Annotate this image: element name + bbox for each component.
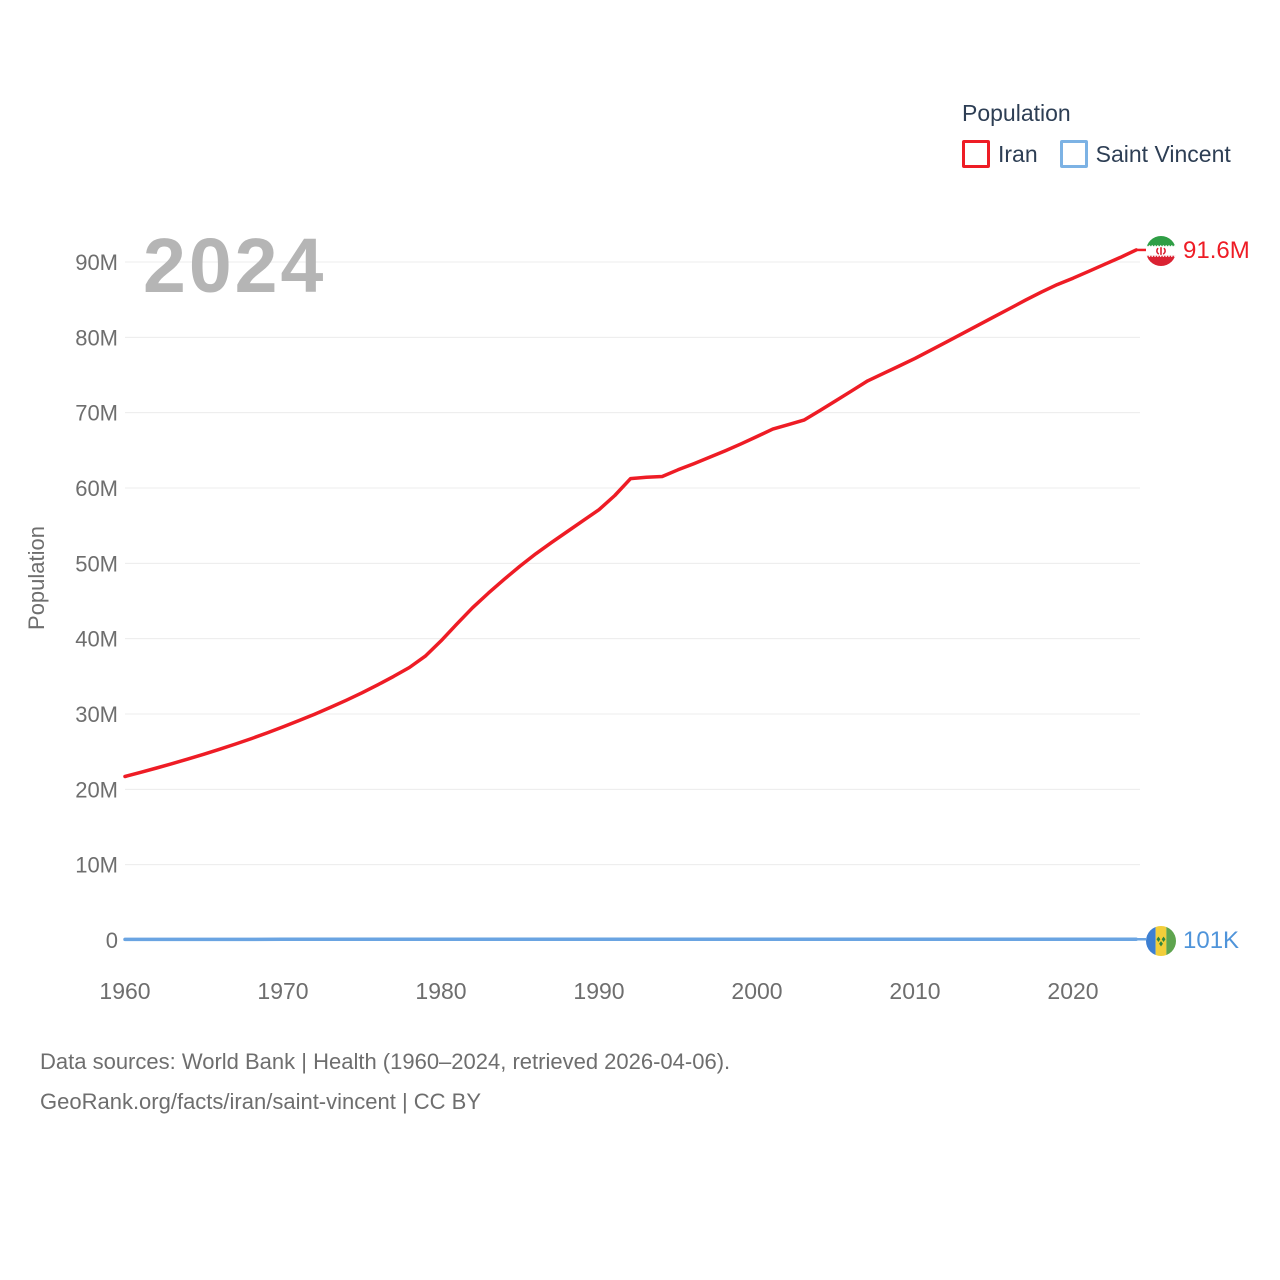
saint-vincent-series-swatch-icon	[1059, 140, 1088, 168]
y-tick-label: 10M	[75, 853, 118, 878]
legend-item-label: Saint Vincent	[1095, 140, 1231, 167]
y-axis-title: Population	[24, 526, 49, 630]
legend-title: Population	[962, 100, 1071, 126]
y-tick-label: 0	[106, 928, 118, 953]
x-tick-label: 2010	[889, 978, 940, 1004]
iran-series-swatch-icon	[962, 140, 990, 168]
legend-item-saint-vincent[interactable]: Saint Vincent	[1059, 140, 1231, 168]
x-tick-label: 2020	[1047, 978, 1098, 1004]
saint-vincent-flag-icon	[1146, 926, 1176, 956]
population-chart: Population 0 10M 20M 30M 40M 50M 60M 70M 80M 90M 1…	[24, 248, 1146, 1004]
iran-end-label: 91.6M	[1146, 236, 1250, 266]
legend-item-label: Iran	[998, 140, 1038, 167]
watermark-year: 2024	[143, 223, 327, 309]
iran-line	[123, 248, 1138, 779]
x-tick-label: 1990	[573, 978, 624, 1004]
y-tick-label: 80M	[75, 325, 118, 350]
legend: Population Iran Saint Vincent	[962, 100, 1231, 168]
y-tick-label: 90M	[75, 250, 118, 275]
saint-vincent-end-label: 101K	[1146, 926, 1239, 956]
legend-items: Iran Saint Vincent	[962, 140, 1231, 168]
y-tick-label: 40M	[75, 627, 118, 652]
y-tick-label: 70M	[75, 401, 118, 426]
y-tick-label: 20M	[75, 777, 118, 802]
iran-flag-icon	[1146, 236, 1176, 266]
saint-vincent-end-value: 101K	[1183, 927, 1240, 954]
x-tick-label: 1970	[257, 978, 308, 1004]
footer: Data sources: World Bank | Health (1960–…	[40, 1042, 730, 1122]
x-tick-label: 1980	[415, 978, 466, 1004]
y-tick-label: 60M	[75, 476, 118, 501]
y-tick-label: 30M	[75, 702, 118, 727]
legend-item-iran[interactable]: Iran	[962, 140, 1038, 168]
x-tick-label: 1960	[99, 978, 150, 1004]
iran-end-value: 91.6M	[1183, 237, 1250, 264]
y-tick-label: 50M	[75, 551, 118, 576]
data-sources-line: Data sources: World Bank | Health (1960–…	[40, 1049, 731, 1074]
x-tick-label: 2000	[731, 978, 782, 1004]
attribution-line: GeoRank.org/facts/iran/saint-vincent | C…	[40, 1089, 482, 1114]
